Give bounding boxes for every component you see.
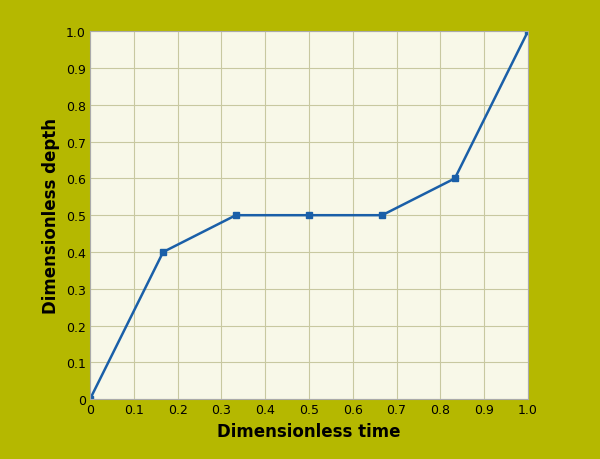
- Y-axis label: Dimensionless depth: Dimensionless depth: [42, 118, 60, 313]
- X-axis label: Dimensionless time: Dimensionless time: [217, 422, 401, 440]
